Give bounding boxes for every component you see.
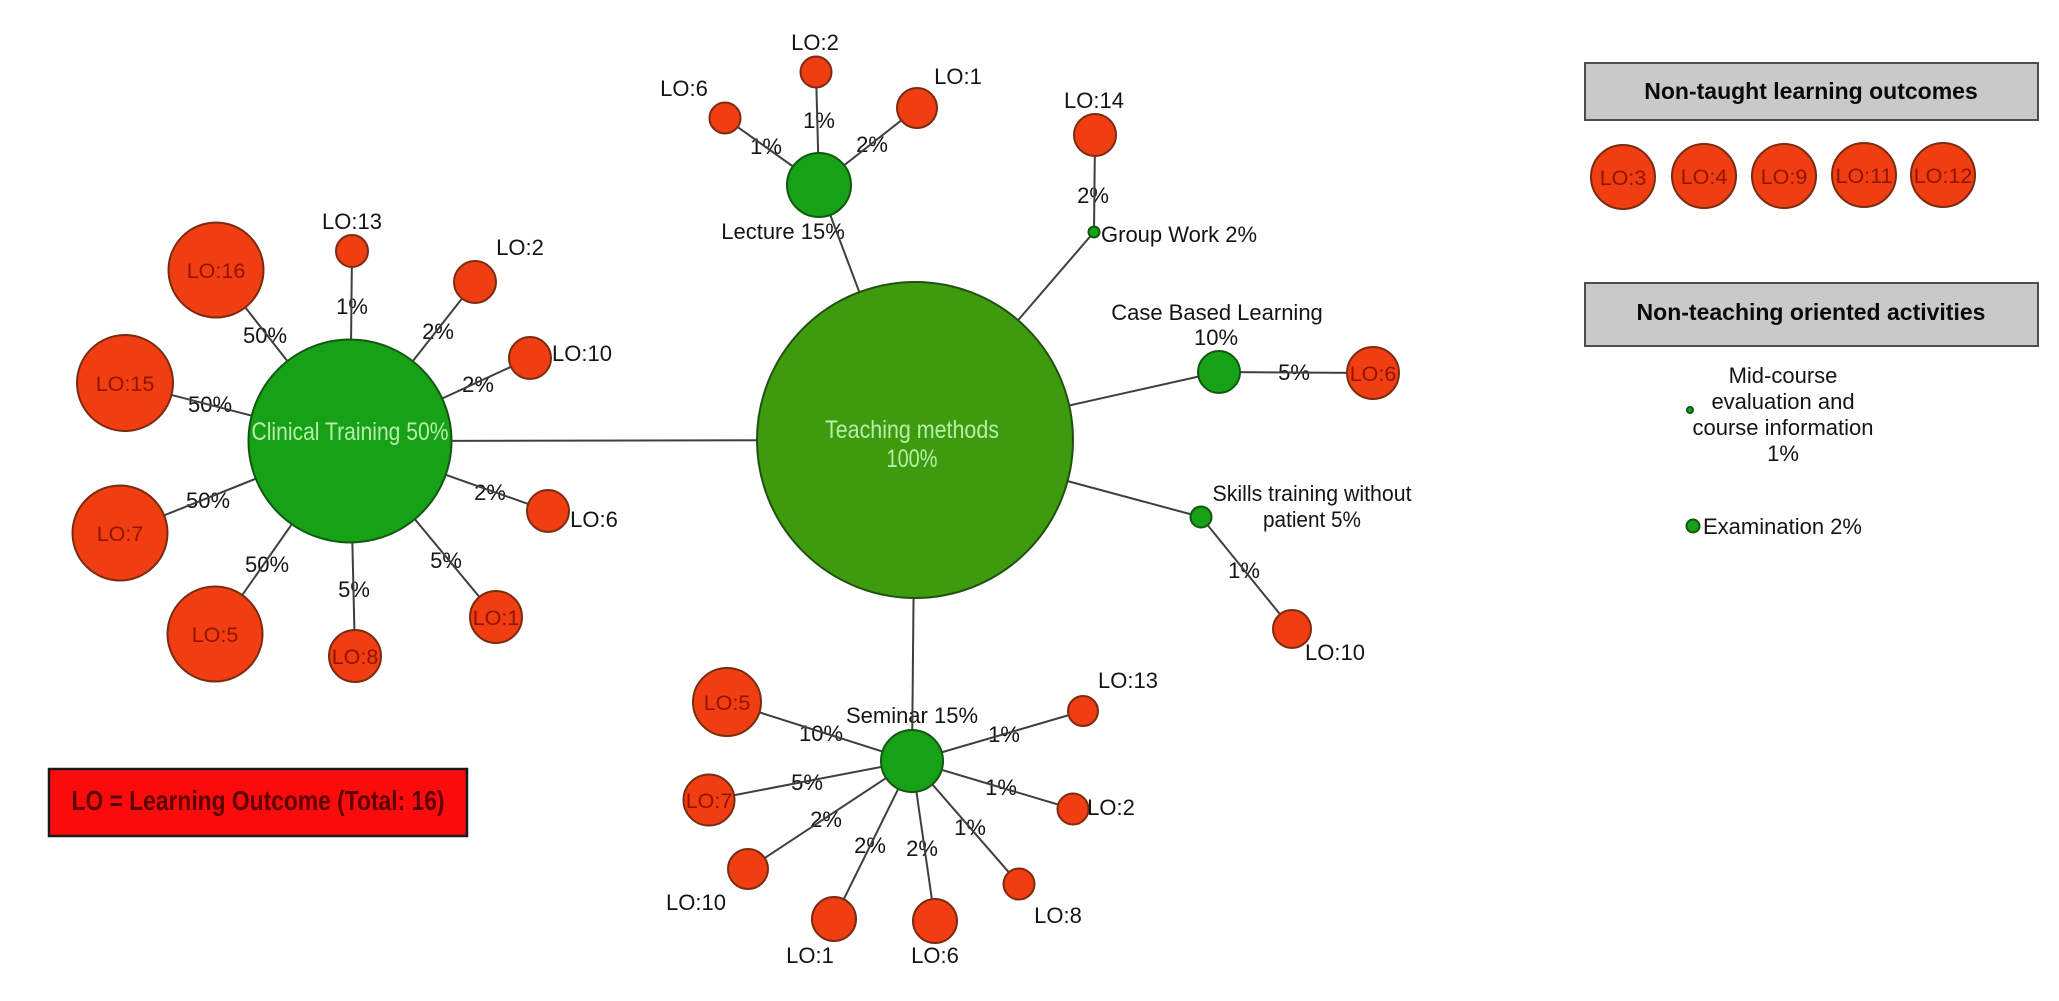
svg-text:10%: 10% [799, 721, 843, 746]
svg-text:LO:1: LO:1 [786, 943, 834, 968]
svg-text:2%: 2% [474, 480, 506, 505]
svg-text:Examination 2%: Examination 2% [1703, 514, 1862, 539]
svg-text:Skills training without: Skills training without [1213, 481, 1412, 506]
svg-text:LO:4: LO:4 [1681, 165, 1728, 189]
svg-text:50%: 50% [243, 323, 287, 348]
svg-text:LO:11: LO:11 [1836, 164, 1893, 188]
svg-text:Clinical Training 50%: Clinical Training 50% [252, 418, 449, 446]
svg-text:LO:2: LO:2 [791, 30, 839, 55]
svg-text:Non-teaching oriented activiti: Non-teaching oriented activities [1637, 299, 1986, 325]
svg-text:1%: 1% [803, 108, 835, 133]
svg-text:10%: 10% [1194, 325, 1238, 350]
svg-text:Non-taught learning outcomes: Non-taught learning outcomes [1644, 78, 1978, 104]
svg-text:LO:13: LO:13 [1098, 668, 1158, 693]
svg-text:1%: 1% [1767, 441, 1799, 466]
svg-text:LO:10: LO:10 [1305, 640, 1365, 665]
svg-text:LO = Learning Outcome (Total:: LO = Learning Outcome (Total: 16) [72, 785, 445, 816]
svg-text:LO:1: LO:1 [934, 64, 982, 89]
svg-text:patient 5%: patient 5% [1263, 507, 1361, 532]
svg-text:LO:5: LO:5 [192, 623, 239, 647]
svg-text:LO:8: LO:8 [1034, 903, 1082, 928]
svg-text:LO:16: LO:16 [187, 259, 246, 283]
svg-text:LO:2: LO:2 [1087, 795, 1135, 820]
svg-text:Case Based Learning: Case Based Learning [1111, 300, 1323, 325]
svg-text:100%: 100% [887, 445, 938, 473]
svg-text:LO:14: LO:14 [1064, 88, 1124, 113]
svg-text:LO:1: LO:1 [473, 606, 520, 630]
svg-text:2%: 2% [1077, 183, 1109, 208]
svg-text:LO:7: LO:7 [686, 789, 733, 813]
svg-text:LO:6: LO:6 [911, 943, 959, 968]
svg-text:LO:6: LO:6 [1350, 362, 1397, 386]
svg-text:LO:6: LO:6 [570, 507, 618, 532]
svg-text:LO:5: LO:5 [704, 691, 751, 715]
svg-text:LO:9: LO:9 [1761, 165, 1808, 189]
svg-text:evaluation and: evaluation and [1711, 389, 1854, 414]
svg-text:course information: course information [1693, 415, 1874, 440]
svg-text:Mid-course: Mid-course [1729, 363, 1838, 388]
svg-text:LO:10: LO:10 [666, 890, 726, 915]
svg-text:LO:3: LO:3 [1600, 166, 1647, 190]
svg-text:2%: 2% [906, 836, 938, 861]
svg-text:Group Work 2%: Group Work 2% [1101, 222, 1257, 247]
svg-text:LO:12: LO:12 [1914, 164, 1973, 188]
svg-text:Lecture 15%: Lecture 15% [721, 219, 845, 244]
svg-text:LO:13: LO:13 [322, 209, 382, 234]
svg-text:Teaching methods: Teaching methods [825, 416, 999, 444]
svg-text:LO:6: LO:6 [660, 76, 708, 101]
svg-text:LO:8: LO:8 [332, 645, 379, 669]
svg-text:2%: 2% [422, 319, 454, 344]
svg-text:LO:7: LO:7 [97, 522, 144, 546]
svg-text:50%: 50% [245, 552, 289, 577]
svg-text:LO:2: LO:2 [496, 235, 544, 260]
svg-text:LO:10: LO:10 [552, 341, 612, 366]
svg-text:LO:15: LO:15 [96, 372, 155, 396]
